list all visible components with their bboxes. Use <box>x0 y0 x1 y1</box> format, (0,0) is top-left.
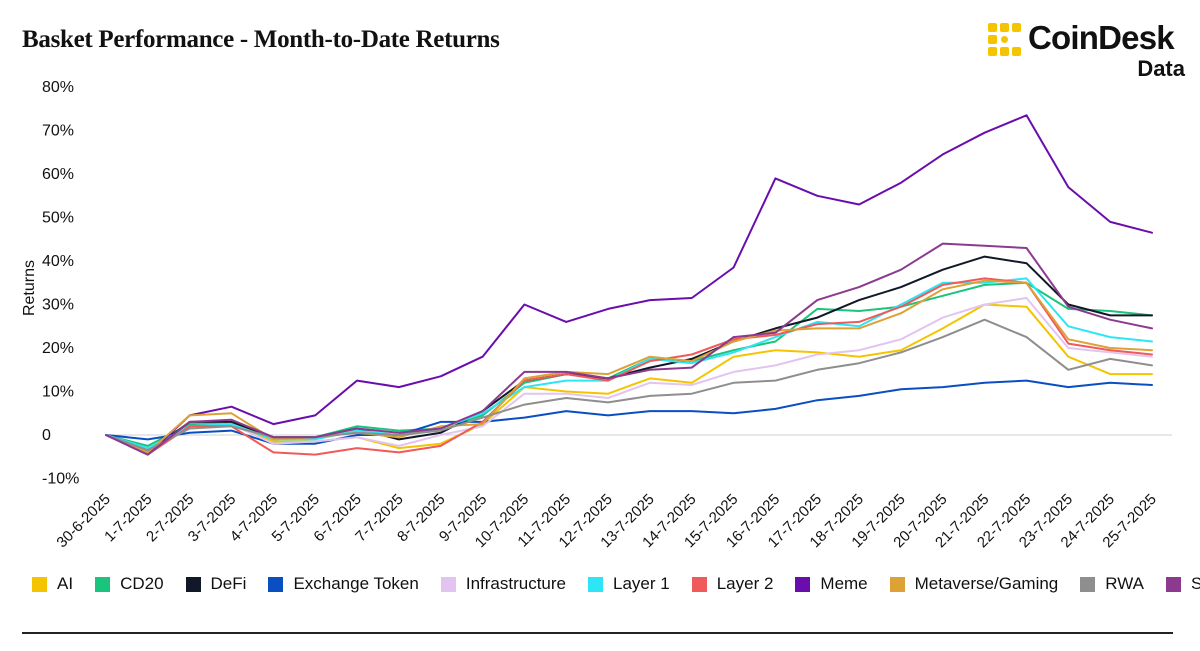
legend-label: DeFi <box>210 574 247 593</box>
legend-item: Exchange Token <box>268 574 419 594</box>
legend-swatch <box>889 576 905 592</box>
legend-swatch <box>1080 576 1096 592</box>
y-tick-label: 70% <box>42 123 74 140</box>
series-line-infrastructure <box>105 297 1153 452</box>
line-chart: Returns -10% 0 10% 20% 30% 40% 50% 60% 70% 80% 30-6… <box>21 79 1172 551</box>
legend-swatch <box>268 576 284 592</box>
legend-swatch <box>32 576 47 592</box>
legend-swatch <box>440 576 456 592</box>
legend-label: Infrastructure <box>465 574 566 593</box>
legend-label: RWA <box>1105 574 1144 593</box>
legend-item: DeFi <box>185 574 247 594</box>
chart-title: Basket Performance - Month-to-Date Retur… <box>22 26 500 53</box>
legend-swatch <box>95 576 111 592</box>
legend-label: AI <box>57 574 74 593</box>
legend-item: AI <box>32 574 73 594</box>
y-tick-label: 0 <box>42 427 51 444</box>
series-line-layer-2 <box>105 277 1153 456</box>
legend-label: CD20 <box>120 574 164 593</box>
legend-item: Infrastructure <box>440 574 566 594</box>
legend-label: Layer 2 <box>716 574 774 593</box>
legend-label: Exchange Token <box>293 574 419 593</box>
y-tick-label: 10% <box>42 384 74 401</box>
legend-label: Metaverse/Gaming <box>914 574 1059 593</box>
brand-name: CoinDesk <box>1028 19 1175 56</box>
y-tick-label: 40% <box>42 253 74 270</box>
series-line-meme <box>105 114 1153 456</box>
legend-item: RWA <box>1080 574 1144 594</box>
chart-legend: AI CD20 DeFi Exchange Token Infrastructure La… <box>32 571 1200 597</box>
legend-item: CD20 <box>95 574 164 594</box>
series-line-metaverse-gaming <box>105 279 1153 454</box>
series-line-ai <box>105 303 1153 452</box>
legend-swatch <box>795 576 811 592</box>
series-line-rwa <box>105 318 1153 452</box>
coindesk-logo-icon <box>988 23 1021 56</box>
legend-item: Layer 1 <box>588 574 670 594</box>
legend-item: Meme <box>795 574 868 594</box>
legend-swatch <box>185 576 201 592</box>
legend-label: Layer 1 <box>613 574 670 593</box>
x-tick-label: 30-6-2025 <box>53 491 113 551</box>
legend-item: Layer 2 <box>691 574 774 594</box>
series-line-defi <box>105 255 1153 454</box>
legend-label: Staking <box>1191 574 1200 593</box>
y-tick-label: -10% <box>42 471 79 488</box>
y-tick-label: 20% <box>42 340 74 357</box>
y-tick-label: 80% <box>42 79 74 96</box>
bottom-divider <box>22 632 1173 634</box>
brand-subtitle: Data <box>1137 56 1185 81</box>
legend-swatch <box>588 576 603 592</box>
legend-swatch <box>1166 576 1181 592</box>
y-axis-label: Returns <box>21 260 38 316</box>
legend-swatch <box>691 576 707 592</box>
series-line-staking <box>105 242 1153 456</box>
legend-item: Staking <box>1166 574 1200 594</box>
legend-item: Metaverse/Gaming <box>889 574 1059 594</box>
brand-logo: CoinDesk Data <box>986 18 1186 81</box>
y-tick-label: 30% <box>42 297 74 314</box>
y-tick-label: 50% <box>42 210 74 227</box>
y-tick-label: 60% <box>42 166 74 183</box>
legend-label: Meme <box>820 574 868 593</box>
